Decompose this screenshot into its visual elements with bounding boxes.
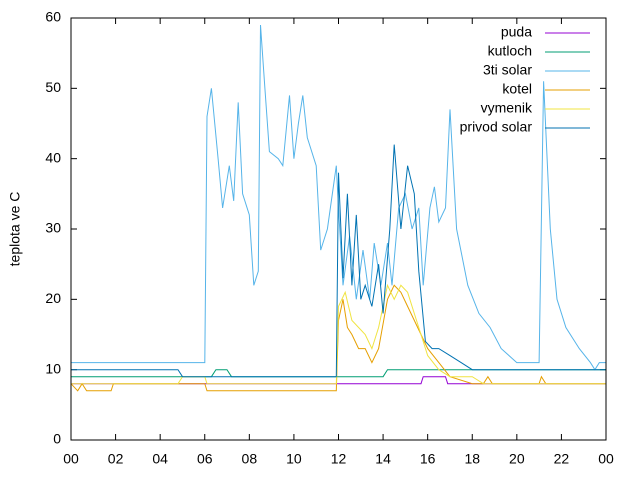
y-tick-label: 10 (45, 360, 61, 376)
series-line (71, 369, 606, 378)
y-tick-label: 50 (45, 79, 61, 95)
legend-label: kotel (502, 81, 532, 97)
x-tick-label: 14 (375, 451, 391, 467)
y-tick-label: 60 (45, 9, 61, 25)
y-tick-label: 40 (45, 149, 61, 165)
legend-label: puda (501, 24, 532, 40)
x-tick-label: 08 (242, 451, 258, 467)
legend-label: privod solar (460, 119, 533, 135)
legend-label: kutloch (488, 43, 532, 59)
legend-label: vymenik (481, 100, 533, 116)
y-axis-label: teplota ve C (7, 192, 23, 267)
y-tick-label: 20 (45, 290, 61, 306)
x-tick-label: 06 (197, 451, 213, 467)
y-tick-label: 0 (53, 431, 61, 447)
x-tick-label: 00 (63, 451, 79, 467)
y-tick-label: 30 (45, 220, 61, 236)
x-tick-label: 16 (420, 451, 436, 467)
series-line (71, 24, 606, 371)
x-tick-label: 18 (464, 451, 480, 467)
legend-label: 3ti solar (483, 62, 532, 78)
x-tick-label: 00 (598, 451, 614, 467)
plot-frame (70, 17, 607, 441)
x-tick-label: 02 (108, 451, 124, 467)
x-tick-label: 20 (509, 451, 525, 467)
series-line (71, 376, 606, 385)
series-line (70, 284, 606, 392)
series-line (71, 144, 606, 378)
series-line (71, 283, 606, 385)
x-tick-label: 22 (554, 451, 570, 467)
x-tick-label: 10 (286, 451, 302, 467)
x-tick-label: 04 (152, 451, 168, 467)
x-tick-label: 12 (331, 451, 347, 467)
